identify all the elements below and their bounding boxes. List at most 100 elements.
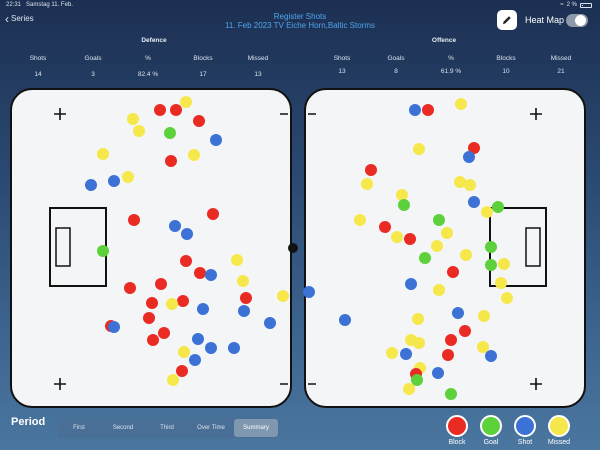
- block-marker[interactable]: [128, 214, 140, 226]
- block-marker[interactable]: [207, 208, 219, 220]
- block-marker[interactable]: [154, 104, 166, 116]
- block-marker[interactable]: [459, 325, 471, 337]
- goal-marker[interactable]: [445, 388, 457, 400]
- legend-block-dot[interactable]: [446, 415, 468, 437]
- missed-marker[interactable]: [464, 179, 476, 191]
- shot-marker[interactable]: [210, 134, 222, 146]
- legend-missed-dot[interactable]: [548, 415, 570, 437]
- goal-marker[interactable]: [97, 245, 109, 257]
- period-summary[interactable]: Summary: [234, 419, 278, 437]
- block-marker[interactable]: [170, 104, 182, 116]
- block-marker[interactable]: [180, 255, 192, 267]
- shot-marker[interactable]: [405, 278, 417, 290]
- block-marker[interactable]: [194, 267, 206, 279]
- shot-marker[interactable]: [452, 307, 464, 319]
- block-marker[interactable]: [158, 327, 170, 339]
- shot-marker[interactable]: [189, 354, 201, 366]
- shot-marker[interactable]: [238, 305, 250, 317]
- goal-marker[interactable]: [398, 199, 410, 211]
- shot-marker[interactable]: [108, 175, 120, 187]
- missed-marker[interactable]: [495, 277, 507, 289]
- goal-marker[interactable]: [433, 214, 445, 226]
- goal-marker[interactable]: [492, 201, 504, 213]
- period-second[interactable]: Second: [112, 425, 134, 431]
- missed-marker[interactable]: [166, 298, 178, 310]
- missed-marker[interactable]: [498, 258, 510, 270]
- shot-marker[interactable]: [108, 321, 120, 333]
- block-marker[interactable]: [147, 334, 159, 346]
- missed-marker[interactable]: [455, 98, 467, 110]
- shot-marker[interactable]: [228, 342, 240, 354]
- shot-marker[interactable]: [264, 317, 276, 329]
- missed-marker[interactable]: [431, 240, 443, 252]
- missed-marker[interactable]: [454, 176, 466, 188]
- missed-marker[interactable]: [167, 374, 179, 386]
- goal-marker[interactable]: [485, 241, 497, 253]
- shot-marker[interactable]: [339, 314, 351, 326]
- shot-marker[interactable]: [181, 228, 193, 240]
- missed-marker[interactable]: [413, 143, 425, 155]
- missed-marker[interactable]: [396, 189, 408, 201]
- missed-marker[interactable]: [188, 149, 200, 161]
- missed-marker[interactable]: [354, 214, 366, 226]
- missed-marker[interactable]: [133, 125, 145, 137]
- missed-marker[interactable]: [178, 346, 190, 358]
- missed-marker[interactable]: [231, 254, 243, 266]
- shot-marker[interactable]: [205, 269, 217, 281]
- legend-shot-dot[interactable]: [514, 415, 536, 437]
- shot-marker[interactable]: [400, 348, 412, 360]
- missed-marker[interactable]: [477, 341, 489, 353]
- period-overtime[interactable]: Over Time: [197, 425, 225, 431]
- missed-marker[interactable]: [441, 227, 453, 239]
- missed-marker[interactable]: [501, 292, 513, 304]
- block-marker[interactable]: [240, 292, 252, 304]
- edit-button[interactable]: [497, 10, 517, 30]
- period-first[interactable]: First: [73, 425, 85, 431]
- block-marker[interactable]: [165, 155, 177, 167]
- shot-marker[interactable]: [192, 333, 204, 345]
- block-marker[interactable]: [404, 233, 416, 245]
- missed-marker[interactable]: [413, 337, 425, 349]
- missed-marker[interactable]: [180, 96, 192, 108]
- missed-marker[interactable]: [460, 249, 472, 261]
- shot-marker[interactable]: [303, 286, 315, 298]
- shot-marker[interactable]: [432, 367, 444, 379]
- block-marker[interactable]: [124, 282, 136, 294]
- block-marker[interactable]: [445, 334, 457, 346]
- goal-marker[interactable]: [411, 374, 423, 386]
- shot-marker[interactable]: [485, 350, 497, 362]
- shot-marker[interactable]: [85, 179, 97, 191]
- shot-marker[interactable]: [463, 151, 475, 163]
- block-marker[interactable]: [176, 365, 188, 377]
- block-marker[interactable]: [143, 312, 155, 324]
- shot-marker[interactable]: [468, 196, 480, 208]
- block-marker[interactable]: [155, 278, 167, 290]
- missed-marker[interactable]: [403, 383, 415, 395]
- goal-marker[interactable]: [419, 252, 431, 264]
- missed-marker[interactable]: [122, 171, 134, 183]
- block-marker[interactable]: [193, 115, 205, 127]
- goal-marker[interactable]: [164, 127, 176, 139]
- shot-marker[interactable]: [409, 104, 421, 116]
- missed-marker[interactable]: [237, 275, 249, 287]
- shot-marker[interactable]: [205, 342, 217, 354]
- block-marker[interactable]: [442, 349, 454, 361]
- missed-marker[interactable]: [97, 148, 109, 160]
- block-marker[interactable]: [146, 297, 158, 309]
- goal-marker[interactable]: [485, 259, 497, 271]
- defence-field[interactable]: [10, 88, 292, 408]
- missed-marker[interactable]: [386, 347, 398, 359]
- block-marker[interactable]: [422, 104, 434, 116]
- missed-marker[interactable]: [481, 206, 493, 218]
- block-marker[interactable]: [365, 164, 377, 176]
- missed-marker[interactable]: [433, 284, 445, 296]
- shot-marker[interactable]: [197, 303, 209, 315]
- missed-marker[interactable]: [277, 290, 289, 302]
- block-marker[interactable]: [177, 295, 189, 307]
- shot-marker[interactable]: [169, 220, 181, 232]
- missed-marker[interactable]: [361, 178, 373, 190]
- legend-goal-dot[interactable]: [480, 415, 502, 437]
- missed-marker[interactable]: [391, 231, 403, 243]
- heatmap-toggle[interactable]: [566, 14, 588, 27]
- missed-marker[interactable]: [478, 310, 490, 322]
